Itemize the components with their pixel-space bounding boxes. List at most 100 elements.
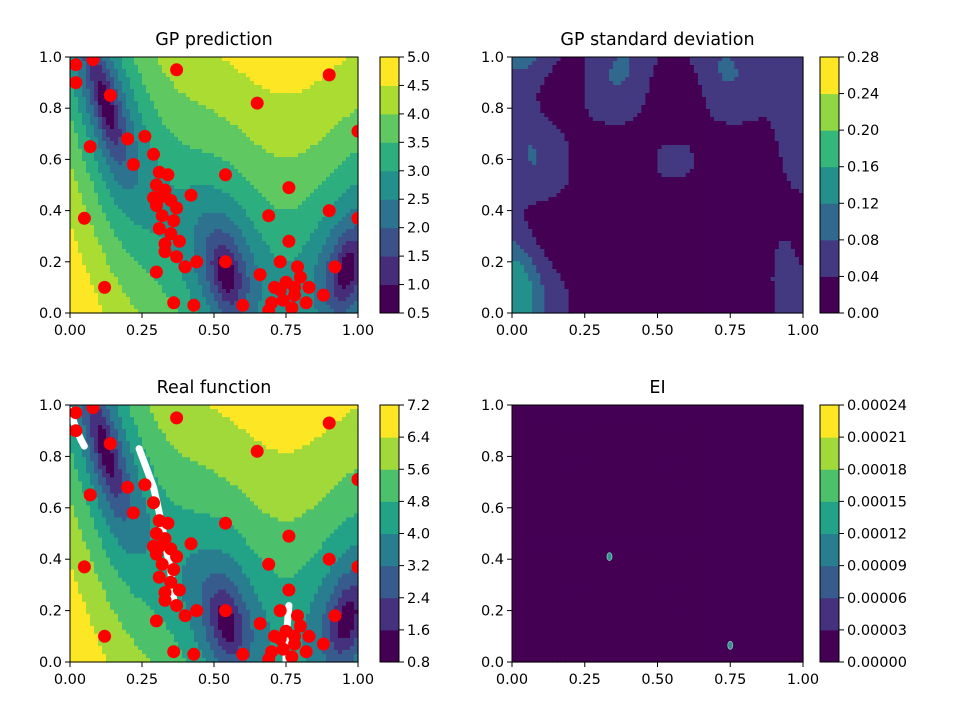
contour-cell [150,209,155,214]
contour-cell [697,69,703,74]
contour-cell [282,221,287,226]
contour-cell [106,161,111,166]
contour-cell [564,69,570,74]
contour-cell [326,185,331,190]
contour-cell [657,61,663,66]
contour-cell [158,297,163,302]
contour-cell [190,113,195,118]
contour-cell [306,189,311,194]
contour-cell [202,141,207,146]
contour-cell [194,57,199,62]
contour-cell [166,305,171,310]
contour-cell [70,205,75,210]
contour-cell [350,109,355,114]
contour-cell [138,65,143,70]
contour-cell [246,293,251,298]
contour-cell [86,261,91,266]
contour-cell [350,137,355,142]
contour-cell [186,201,191,206]
contour-cell [746,61,752,66]
contour-cell [350,221,355,226]
contour-cell [134,269,139,274]
contour-cell [142,277,147,282]
contour-cell [294,89,299,94]
contour-cell [346,217,351,222]
contour-cell [282,145,287,150]
contour-cell [242,193,247,198]
contour-cell [314,217,319,222]
contour-cell [86,249,91,254]
contour-cell [282,229,287,234]
contour-cell [138,73,143,78]
contour-cell [338,85,343,90]
contour-cell [82,309,87,314]
contour-cell [102,117,107,122]
contour-cell [342,301,347,306]
contour-cell [350,125,355,130]
contour-cell [114,141,119,146]
contour-cell [294,237,299,242]
contour-cell [234,285,239,290]
contour-cell [162,205,167,210]
contour-cell [150,281,155,286]
contour-cell [98,193,103,198]
contour-cell [290,121,295,126]
contour-cell [314,301,319,306]
contour-cell [110,61,115,66]
contour-cell [198,293,203,298]
contour-cell [294,81,299,86]
contour-cell [178,297,183,302]
contour-cell [206,253,211,258]
contour-cell [202,93,207,98]
contour-cell [258,253,263,258]
contour-cell [110,277,115,282]
contour-cell [326,165,331,170]
contour-cell [174,141,179,146]
contour-cell [254,229,259,234]
contour-cell [520,61,525,66]
contour-cell [350,265,355,270]
contour-cell [278,245,283,250]
contour-cell [226,73,231,78]
contour-cell [342,193,347,198]
contour-cell [342,209,347,214]
contour-cell [114,69,119,74]
contour-cell [330,197,335,202]
contour-cell [130,297,135,302]
contour-cell [298,109,303,114]
contour-cell [282,217,287,222]
contour-cell [298,157,303,162]
contour-cell [310,233,315,238]
contour-cell [270,121,275,126]
contour-cell [326,137,331,142]
contour-cell [242,177,247,182]
contour-cell [254,297,259,302]
contour-cell [278,121,283,126]
contour-cell [512,69,517,74]
contour-cell [258,297,263,302]
contour-cell [134,205,139,210]
contour-cell [74,245,79,250]
contour-cell [182,161,187,166]
contour-cell [186,109,191,114]
sample-point [155,209,169,223]
contour-cell [146,97,151,102]
contour-cell [214,153,219,158]
contour-cell [346,65,351,70]
contour-cell [318,205,323,210]
contour-cell [158,161,163,166]
contour-cell [282,133,287,138]
contour-cell [230,149,235,154]
contour-cell [250,65,255,70]
contour-cell [246,85,251,90]
contour-cell [262,73,267,78]
contour-cell [230,277,235,282]
contour-cell [322,65,327,70]
contour-cell [314,165,319,170]
contour-cell [302,157,307,162]
contour-cell [182,225,187,230]
contour-cell [206,277,211,282]
x-tick-label: 0.25 [126,323,158,339]
contour-cell [629,57,634,62]
contour-cell [142,101,147,106]
